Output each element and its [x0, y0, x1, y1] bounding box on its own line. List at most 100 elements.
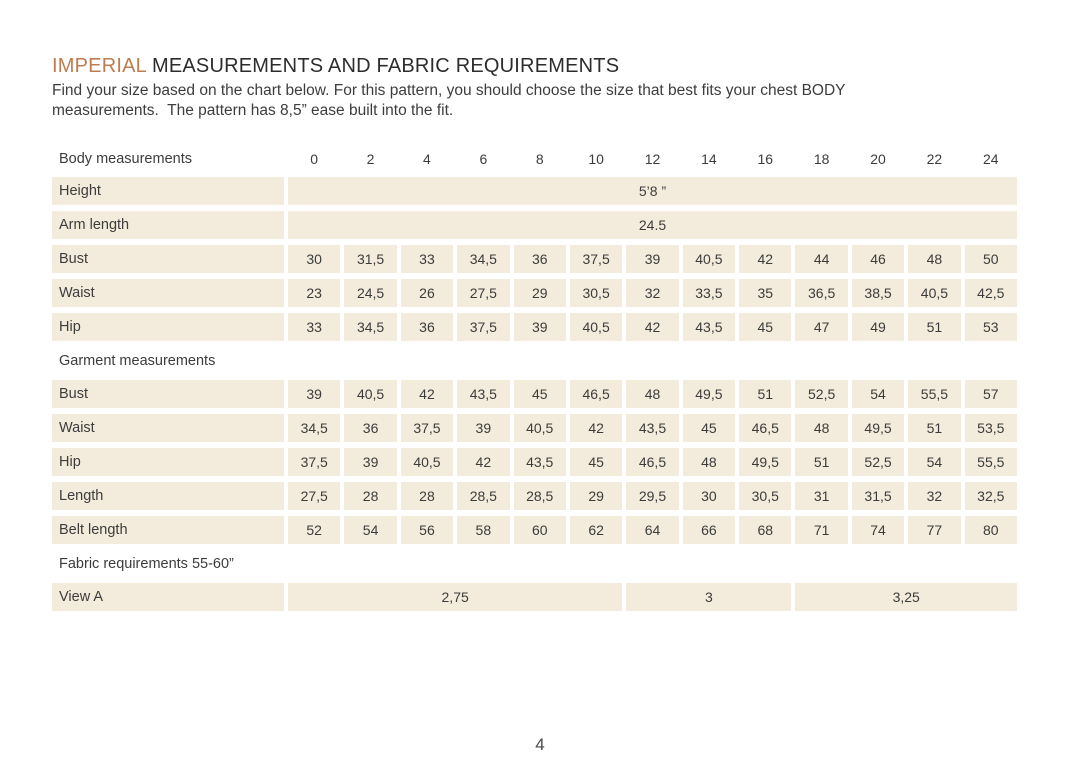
value-cell: 34,5: [457, 245, 510, 273]
row-label: Hip: [52, 313, 284, 341]
value-cell: 29,5: [626, 482, 679, 510]
size-header-cell: 20: [870, 150, 886, 167]
value-cell: 52: [288, 516, 341, 544]
value-cell: 40,5: [400, 448, 454, 476]
table-row: Waist 23 24,5 26 27,5 29 30,5 32 33,5 35 36,5 38,5 4…: [52, 279, 1017, 307]
value-cell: 42: [400, 380, 454, 408]
value-cell: 43,5: [513, 448, 566, 476]
fabric-span-cell: 3,25: [795, 583, 1017, 611]
page-number: 4: [535, 735, 545, 754]
value-cell: 42,5: [964, 279, 1017, 307]
value-cell: 66: [682, 516, 736, 544]
row-label: Bust: [52, 380, 284, 408]
value-cell: 48: [682, 448, 736, 476]
value-cell: 54: [851, 380, 905, 408]
fabric-span-cell: 3: [626, 583, 792, 611]
value-cell: 24,5: [344, 279, 397, 307]
value-cell: 47: [795, 313, 848, 341]
value-cell: 29: [513, 279, 566, 307]
value-cell: 39: [626, 245, 679, 273]
merged-value-cell: 24.5: [288, 211, 1017, 239]
value-cell: 57: [964, 380, 1017, 408]
value-cell: 45: [682, 414, 736, 442]
value-cell: 43,5: [457, 380, 510, 408]
value-cell: 32: [908, 482, 961, 510]
value-cell: 37,5: [457, 313, 510, 341]
row-label: Length: [52, 482, 284, 510]
section-header-fabric-requirements: Fabric requirements 55-60”: [59, 556, 234, 572]
value-cell: 53: [964, 313, 1017, 341]
value-cell: 50: [964, 245, 1017, 273]
value-cell: 53,5: [964, 414, 1017, 442]
size-header-cell: 10: [588, 150, 604, 167]
value-cell: 60: [513, 516, 566, 544]
value-cell: 48: [626, 380, 679, 408]
value-cell: 33: [288, 313, 341, 341]
value-cell: 30,5: [569, 279, 623, 307]
value-cell: 80: [964, 516, 1017, 544]
row-label: Waist: [52, 414, 284, 442]
size-header-cell: 14: [701, 150, 717, 167]
size-header-cell: 12: [644, 150, 661, 167]
size-header-cell: 0: [310, 150, 319, 167]
row-label: Waist: [52, 279, 284, 307]
value-cell: 28: [400, 482, 454, 510]
value-cell: 28,5: [457, 482, 510, 510]
value-cell: 51: [739, 380, 792, 408]
value-cell: 36: [513, 245, 566, 273]
value-cell: 54: [908, 448, 961, 476]
table-row: Hip 37,5 39 40,5 42 43,5 45 46,5 48 49,5 51 52,5 54 5…: [52, 448, 1017, 476]
value-cell: 37,5: [288, 448, 341, 476]
page-content: IMPERIAL MEASUREMENTS AND FABRIC REQUIRE…: [52, 55, 1017, 611]
value-cell: 55,5: [908, 380, 961, 408]
value-cell: 30: [288, 245, 341, 273]
value-cell: 49,5: [851, 414, 905, 442]
value-cell: 23: [288, 279, 341, 307]
value-cell: 40,5: [682, 245, 736, 273]
value-cell: 35: [739, 279, 792, 307]
value-cell: 33,5: [682, 279, 736, 307]
value-cell: 39: [457, 414, 510, 442]
value-cell: 49: [851, 313, 905, 341]
value-cell: 51: [908, 313, 961, 341]
value-cell: 46,5: [569, 380, 623, 408]
value-cell: 30: [682, 482, 736, 510]
table-row: Belt length 52 54 56 58 60 62 64 66 68 71 74 77 80: [52, 516, 1017, 544]
value-cell: 44: [795, 245, 848, 273]
value-cell: 29: [569, 482, 623, 510]
row-label: Hip: [52, 448, 284, 476]
merged-value-cell: 5’8 ”: [288, 177, 1017, 205]
value-cell: 55,5: [964, 448, 1017, 476]
value-cell: 26: [400, 279, 454, 307]
value-cell: 37,5: [569, 245, 623, 273]
fabric-span-cell: 2,75: [288, 583, 623, 611]
value-cell: 39: [513, 313, 566, 341]
value-cell: 42: [457, 448, 510, 476]
value-cell: 31,5: [851, 482, 905, 510]
value-cell: 40,5: [344, 380, 397, 408]
row-label: Height: [52, 177, 284, 205]
row-label: Arm length: [52, 211, 284, 239]
section-header-body-measurements: Body measurements: [59, 150, 192, 167]
value-cell: 36: [344, 414, 397, 442]
size-header-cell: 8: [535, 150, 544, 167]
value-cell: 37,5: [400, 414, 454, 442]
value-cell: 46,5: [739, 414, 792, 442]
table-row: Height 5’8 ”: [52, 177, 1017, 205]
value-cell: 42: [739, 245, 792, 273]
value-cell: 45: [739, 313, 792, 341]
page-title-rest: MEASUREMENTS AND FABRIC REQUIREMENTS: [146, 55, 620, 77]
value-cell: 38,5: [851, 279, 905, 307]
size-header-cell: 4: [423, 150, 431, 167]
value-cell: 40,5: [908, 279, 961, 307]
table-row: Arm length 24.5: [52, 211, 1017, 239]
value-cell: 33: [400, 245, 454, 273]
size-header-cell: 6: [479, 150, 488, 167]
value-cell: 64: [626, 516, 679, 544]
value-cell: 48: [908, 245, 961, 273]
value-cell: 74: [851, 516, 905, 544]
row-label: View A: [52, 583, 284, 611]
table-row: Bust 39 40,5 42 43,5 45 46,5 48 49,5 51 52,5 54 55,5…: [52, 380, 1017, 408]
value-cell: 77: [908, 516, 961, 544]
